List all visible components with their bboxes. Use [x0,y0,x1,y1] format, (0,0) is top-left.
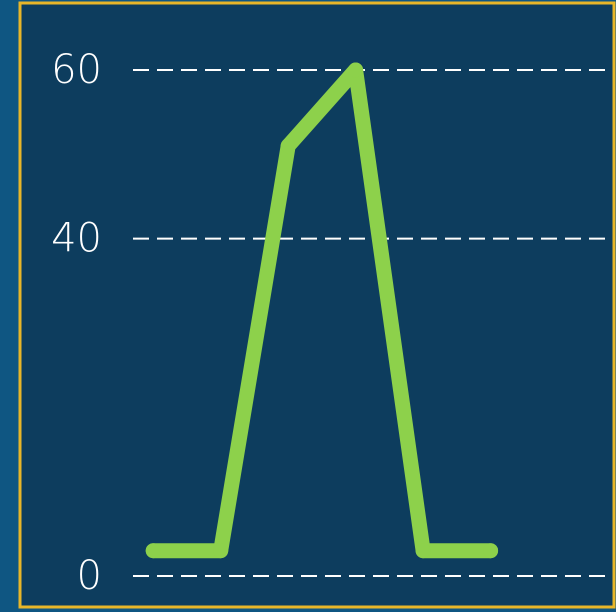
y-tick-label-40: 40 [51,216,102,262]
data-point-0-4 [415,543,431,559]
data-point-0-1 [213,543,229,559]
plot-area [18,1,616,609]
y-tick-label-60: 60 [51,47,102,93]
y-tick-label-0: 0 [77,553,102,599]
data-point-0-3 [348,62,364,78]
data-point-0-2 [280,138,296,154]
data-point-0-0 [145,543,161,559]
data-point-0-5 [483,543,499,559]
series-line-0 [145,62,499,559]
